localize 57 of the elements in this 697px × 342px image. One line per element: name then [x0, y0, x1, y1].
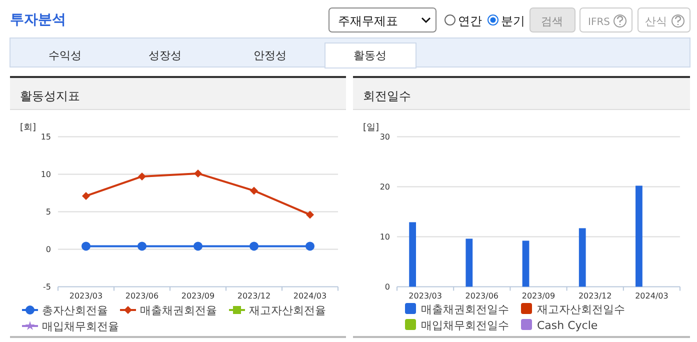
y-axis-title: [회]: [20, 123, 36, 133]
y-tick-label: 10: [40, 170, 51, 180]
text: 검색: [541, 15, 563, 28]
y-tick-label: 30: [380, 132, 390, 142]
bar: [466, 238, 473, 287]
bar: [636, 186, 642, 287]
legend-label: 매입채무회전일수: [421, 319, 509, 332]
point: [194, 169, 202, 178]
x-tick-label: 2023/09: [522, 292, 556, 301]
point: [306, 242, 314, 251]
x-tick-label: 2023/06: [465, 292, 499, 301]
point: [138, 172, 146, 180]
text: 활동성: [354, 49, 386, 62]
text: 주재무제표: [338, 14, 398, 28]
bar: [409, 222, 416, 287]
text: 연간: [458, 14, 482, 28]
legend-label: 매입채무회전율: [42, 320, 119, 333]
y-tick-label: 0: [46, 245, 51, 254]
point: [82, 192, 90, 200]
point: [250, 242, 258, 251]
y-tick-label: 5: [46, 208, 51, 217]
chart-title: 회전일수: [363, 89, 411, 103]
point: [82, 242, 90, 251]
x-tick-label: 2023/03: [69, 292, 103, 301]
text: 분기: [501, 14, 525, 28]
y-tick-label: 10: [380, 232, 390, 242]
x-tick-label: 2024/03: [293, 292, 327, 301]
chart-title: 활동성지표: [20, 89, 80, 103]
y-tick-label: -5: [43, 282, 51, 292]
point: [138, 242, 146, 251]
legend-label: Cash Cycle: [537, 319, 598, 332]
text: IFRS: [588, 17, 610, 28]
legend-label: 재고자산회전일수: [537, 303, 625, 316]
x-tick-label: 2024/03: [635, 292, 668, 301]
legend-label: 매출채권회전율: [140, 304, 217, 317]
legend-label: 매출채권회전일수: [421, 303, 509, 316]
text: 투자분석: [10, 12, 66, 28]
point: [250, 186, 258, 195]
point: [306, 210, 314, 219]
y-axis-title: [일]: [363, 123, 380, 133]
x-tick-label: 2023/12: [237, 292, 271, 301]
bar: [522, 240, 530, 287]
text: 산식: [645, 15, 667, 28]
y-tick-label: 20: [380, 182, 390, 192]
text: 수익성: [48, 49, 82, 62]
x-tick-label: 2023/12: [578, 292, 612, 301]
text: 안정성: [254, 49, 286, 62]
text: 성장성: [148, 49, 182, 62]
legend-label: 총자산회전율: [42, 304, 108, 317]
y-tick-label: 0: [384, 282, 390, 292]
x-tick-label: 2023/09: [181, 292, 215, 301]
y-tick-label: 15: [40, 132, 51, 142]
x-tick-label: 2023/06: [125, 292, 159, 301]
bar: [578, 228, 586, 287]
legend-label: 재고자산회전율: [249, 304, 326, 317]
point: [194, 242, 202, 251]
x-tick-label: 2023/03: [408, 292, 442, 301]
